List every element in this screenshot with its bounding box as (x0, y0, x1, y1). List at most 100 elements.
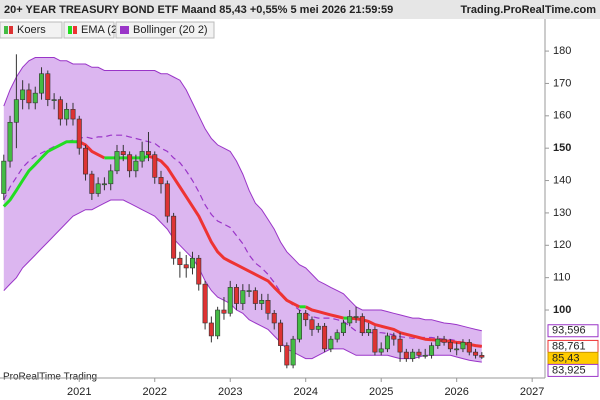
candle-body (164, 183, 170, 217)
last-value-box (547, 363, 599, 377)
candle-body (429, 345, 435, 356)
candle-body (322, 325, 328, 350)
legend-label: Bollinger (20 2) (133, 24, 208, 36)
candle-body (447, 342, 453, 350)
ema-line (148, 154, 301, 309)
candle-body (171, 215, 177, 259)
x-tick-label: 2022 (143, 386, 167, 398)
candle-body (83, 147, 89, 175)
candle-body (246, 290, 252, 292)
candle-body (64, 109, 70, 120)
footer: ProRealTime Trading (3, 372, 97, 383)
candle-body (315, 325, 321, 330)
candle-body (410, 351, 416, 359)
legend-label: Koers (17, 24, 46, 36)
x-tick-label: 2026 (444, 386, 468, 398)
candle-body (51, 99, 57, 101)
candle-body (45, 73, 51, 100)
candle-body (303, 312, 309, 321)
band-upper (3, 57, 482, 332)
y-tick-label: 140 (553, 174, 571, 186)
candle-body (334, 332, 340, 340)
candle-body (189, 257, 195, 269)
ema-line (78, 140, 106, 160)
candle-body (296, 312, 302, 340)
y-tick-label: 180 (553, 45, 571, 57)
candle-body (372, 329, 378, 353)
candle-body (177, 257, 183, 266)
candle-body (26, 89, 32, 104)
last-value-label: 83,925 (552, 364, 586, 376)
plot (1, 54, 485, 369)
candle-body (391, 335, 397, 340)
x-tick-label: 2025 (369, 386, 393, 398)
y-tick-label: 160 (553, 110, 571, 122)
legend-icon (120, 26, 129, 34)
candle-body (435, 338, 441, 346)
candle-body (70, 109, 76, 120)
candle-body (366, 329, 372, 333)
candle-body (152, 154, 158, 178)
legend: Koers EMA (20) Bollinger (20 2) (0, 21, 215, 39)
candle-body (353, 316, 359, 318)
legend-icon (4, 26, 8, 34)
legend-item (0, 21, 63, 39)
ema-line (2, 140, 80, 208)
candle-body (57, 99, 63, 120)
candle-body (309, 319, 315, 330)
candle-body (265, 300, 271, 314)
band-middle (3, 134, 482, 347)
candle-body (127, 154, 133, 172)
candle-body (39, 73, 45, 94)
candle-body (120, 151, 126, 155)
header-bar (0, 0, 600, 19)
candle-body (479, 355, 485, 358)
y-tick-label: 170 (553, 77, 571, 89)
y-tick-label: 120 (553, 239, 571, 251)
ema-line (349, 316, 482, 348)
candle-body (473, 351, 479, 356)
candle-body (278, 322, 284, 346)
band-fill (3, 57, 482, 363)
candle-body (466, 342, 472, 353)
x-tick-label: 2021 (67, 386, 91, 398)
legend-label: EMA (20) (81, 24, 127, 36)
candle-body (340, 322, 346, 333)
candle-body (221, 309, 227, 314)
candle-body (1, 160, 7, 194)
candle-body (158, 177, 164, 185)
last-value-label: 93,596 (552, 325, 586, 337)
legend-icon (68, 26, 72, 34)
candle-body (20, 89, 26, 100)
chart-title: 20+ YEAR TREASURY BOND ETF Maand 85,43 +… (4, 4, 393, 16)
candle-body (183, 264, 189, 269)
candle-body (133, 160, 139, 172)
candle-body (384, 335, 390, 350)
candle-body (359, 316, 365, 333)
source: Trading.ProRealTime.com (460, 4, 596, 16)
last-value-box (547, 324, 599, 338)
candle-body (89, 173, 95, 194)
ema-line (305, 305, 344, 320)
y-tick-label: 110 (553, 272, 571, 284)
candle-body (233, 287, 239, 304)
legend-item (115, 21, 215, 39)
last-value-label: 88,761 (552, 340, 586, 352)
candle-body (215, 309, 221, 337)
legend-icon (73, 26, 77, 34)
candle-body (460, 342, 466, 350)
candle-body (252, 290, 258, 304)
y-tick-label: 100 (553, 304, 571, 316)
candle-body (403, 351, 409, 359)
candle-body (227, 287, 233, 314)
candle-body (108, 170, 114, 185)
candle-body (416, 351, 422, 356)
candle-body (422, 355, 428, 357)
candle-body (240, 290, 246, 304)
candle-body (397, 338, 403, 353)
candle-body (114, 151, 120, 172)
candle-body (196, 257, 202, 285)
candle-body (378, 348, 384, 353)
